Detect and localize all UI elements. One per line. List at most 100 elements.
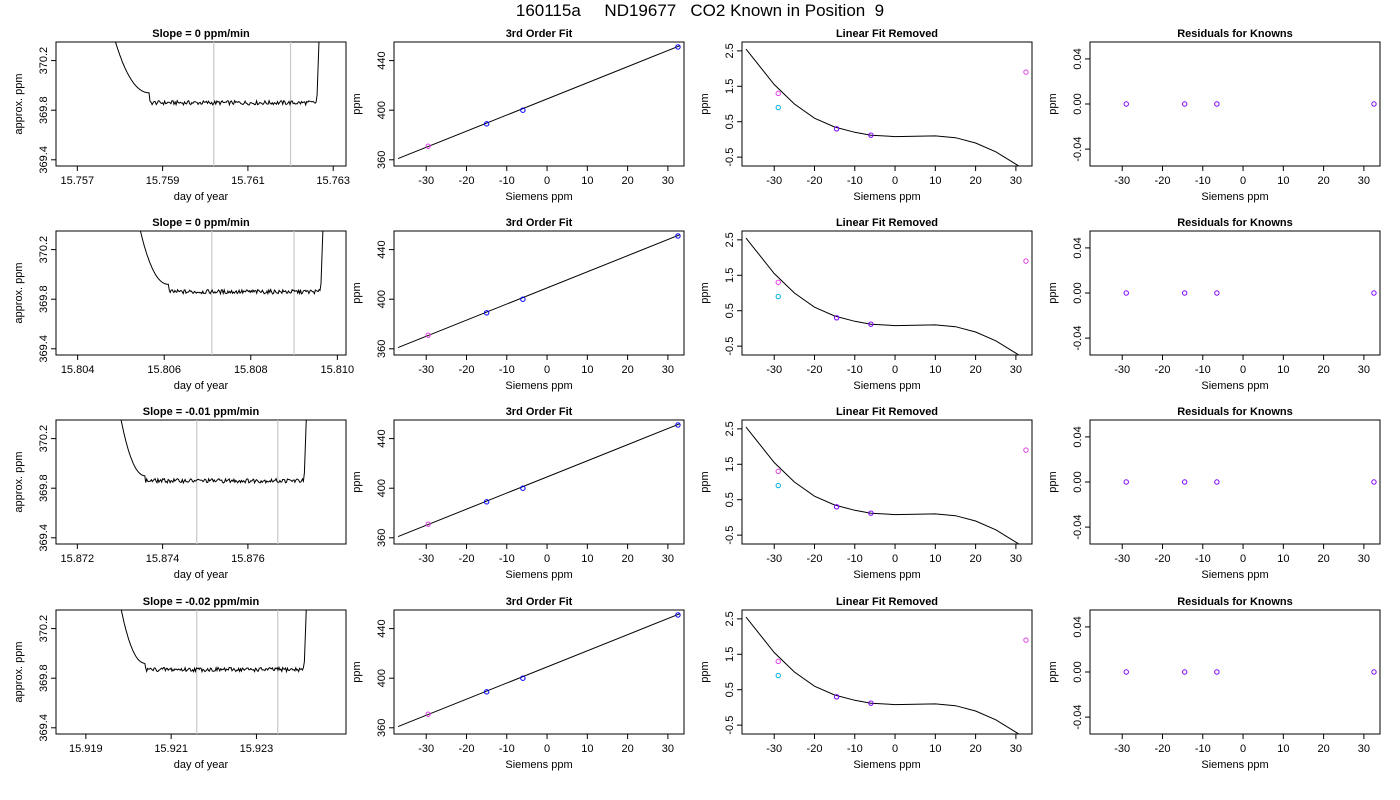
x-axis-label: day of year [174, 569, 229, 581]
x-tick-label: 20 [969, 175, 981, 187]
y-axis-label: ppm [699, 661, 711, 682]
y-axis-label: approx. ppm [13, 262, 25, 323]
y-tick-label: 400 [376, 101, 388, 119]
data-point [1214, 290, 1220, 296]
fit-line [397, 423, 681, 538]
panel-title: Residuals for Knowns [1177, 596, 1293, 608]
panel-title: 3rd Order Fit [506, 28, 573, 40]
data-point [675, 422, 681, 428]
x-tick-label: -20 [807, 364, 823, 376]
y-tick-label: 369.8 [38, 474, 50, 502]
y-tick-label: 369.4 [38, 146, 50, 174]
panel-fit-3: 3rd Order Fit -30 -20 -10 0 10 20 30 360 400 440 Si… [351, 406, 685, 581]
data-point [775, 90, 781, 97]
y-tick-label: -0.5 [724, 526, 736, 545]
x-tick-label: -30 [418, 743, 434, 755]
panel-fit-4: 3rd Order Fit -30 -20 -10 0 10 20 30 360 400 440 Si… [351, 596, 685, 771]
y-axis-label: ppm [1047, 93, 1059, 114]
panel-fit-1: 3rd Order Fit -30 -20 -10 0 10 20 30 360 400 440 Si… [351, 28, 685, 203]
y-tick-label: 370.2 [38, 47, 50, 75]
x-tick-label: -20 [807, 743, 823, 755]
y-tick-label: 0.5 [724, 682, 736, 697]
data-point [833, 315, 840, 321]
plot-frame [393, 419, 685, 545]
fit-curve [745, 426, 1020, 544]
y-tick-label: 400 [376, 479, 388, 497]
y-tick-label: 2.5 [724, 421, 736, 436]
x-tick-label: -20 [459, 364, 475, 376]
plot-area [745, 48, 1029, 166]
y-tick-label: -0.04 [1072, 326, 1084, 351]
y-axis-label: ppm [1047, 471, 1059, 492]
plot-area [139, 231, 324, 355]
x-axis-label: Siemens ppm [853, 569, 920, 581]
x-tick-label: -10 [847, 175, 863, 187]
x-tick-label: 15.808 [234, 364, 268, 376]
x-tick-label: 10 [929, 364, 941, 376]
data-point [775, 658, 781, 665]
x-tick-label: 20 [621, 553, 633, 565]
data-point [1214, 669, 1220, 675]
plot-frame [393, 609, 685, 735]
x-tick-label: 10 [581, 364, 593, 376]
data-point [483, 310, 490, 316]
y-tick-label: 0.00 [1072, 93, 1084, 114]
x-tick-label: -10 [1195, 743, 1211, 755]
y-tick-label: 0.00 [1072, 282, 1084, 303]
x-tick-label: 15.804 [61, 364, 95, 376]
y-tick-label: -0.5 [724, 148, 736, 167]
x-tick-label: -20 [459, 175, 475, 187]
x-axis-label: Siemens ppm [1201, 759, 1268, 771]
x-tick-label: 10 [581, 743, 593, 755]
data-point [868, 132, 874, 138]
data-point [1123, 101, 1129, 107]
data-point [1023, 637, 1029, 643]
data-point [775, 293, 781, 300]
plot-area [397, 233, 681, 349]
y-axis-label: ppm [351, 661, 363, 682]
x-tick-label: 30 [1358, 743, 1370, 755]
y-tick-label: 440 [376, 51, 388, 69]
x-tick-label: -20 [1155, 743, 1171, 755]
x-tick-label: 10 [581, 175, 593, 187]
data-point [775, 672, 781, 679]
x-tick-label: 0 [892, 175, 898, 187]
plot-area [1123, 101, 1377, 107]
x-tick-label: 20 [1317, 743, 1329, 755]
y-tick-label: 369.4 [38, 524, 50, 552]
fit-curve [745, 237, 1020, 355]
data-point [1024, 356, 1028, 360]
plot-frame [393, 230, 685, 356]
y-tick-label: 1.5 [724, 457, 736, 472]
x-axis-label: Siemens ppm [1201, 380, 1268, 392]
x-tick-label: -20 [459, 743, 475, 755]
x-tick-label: -10 [1195, 553, 1211, 565]
data-point [425, 332, 431, 338]
x-tick-label: 10 [581, 553, 593, 565]
panel-trace-3: Slope = -0.01 ppm/min 15.872 15.874 15.876 3… [13, 406, 347, 581]
data-point [775, 104, 781, 111]
x-tick-label: 20 [621, 364, 633, 376]
panel-linear-removed-3: Linear Fit Removed -30 -20 -10 0 10 20 30 -0.5 0.… [699, 406, 1033, 581]
data-point [1123, 479, 1129, 485]
x-tick-label: 15.759 [146, 175, 180, 187]
data-point [775, 482, 781, 489]
panel-title: Residuals for Knowns [1177, 406, 1293, 418]
plot-area [397, 44, 681, 160]
data-point [833, 504, 840, 510]
y-tick-label: -0.5 [724, 716, 736, 735]
data-point [483, 689, 490, 695]
data-point [1214, 479, 1220, 485]
x-tick-label: -10 [1195, 175, 1211, 187]
plot-area [1123, 290, 1377, 296]
x-tick-label: 15.810 [321, 364, 355, 376]
y-tick-label: 0.00 [1072, 661, 1084, 682]
x-tick-label: 15.876 [231, 553, 265, 565]
x-tick-label: 0 [1240, 175, 1246, 187]
y-tick-label: 370.2 [38, 236, 50, 264]
x-tick-label: 20 [969, 553, 981, 565]
y-tick-label: 2.5 [724, 43, 736, 58]
plot-frame [55, 419, 347, 545]
panel-title: Slope = 0 ppm/min [152, 217, 250, 229]
y-tick-label: 440 [376, 619, 388, 637]
